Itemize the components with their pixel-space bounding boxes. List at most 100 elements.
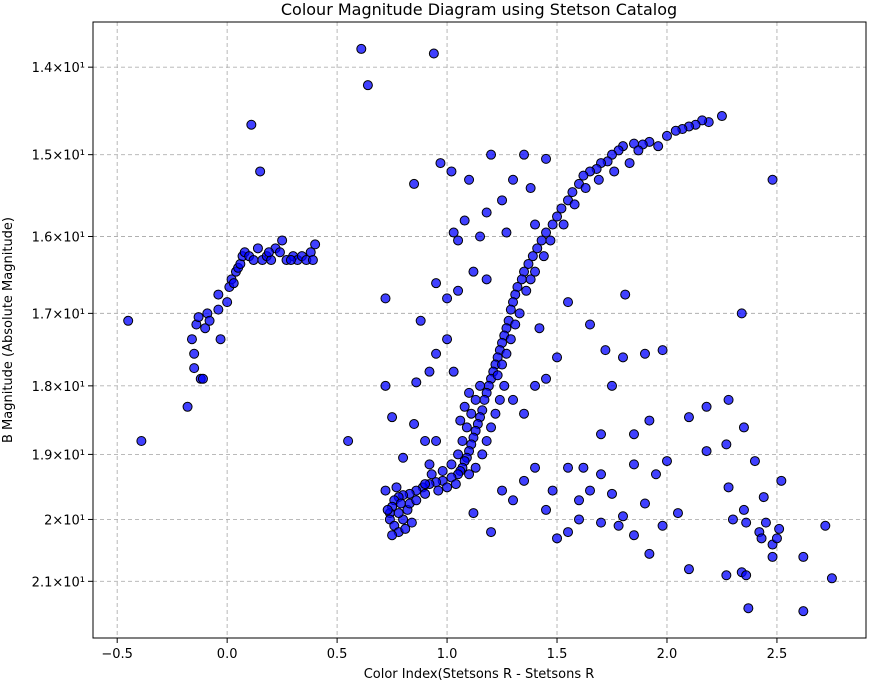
point bbox=[613, 520, 624, 531]
point bbox=[532, 243, 543, 254]
point bbox=[464, 174, 475, 185]
point bbox=[310, 239, 321, 250]
point bbox=[628, 459, 639, 470]
point bbox=[481, 435, 492, 446]
point bbox=[519, 149, 530, 160]
point bbox=[406, 517, 417, 528]
point bbox=[255, 166, 266, 177]
point bbox=[620, 289, 631, 300]
point bbox=[431, 278, 442, 289]
point bbox=[525, 183, 536, 194]
point bbox=[497, 359, 508, 370]
point bbox=[501, 348, 512, 359]
point bbox=[563, 527, 574, 538]
point bbox=[470, 462, 481, 473]
point bbox=[771, 533, 782, 544]
point bbox=[743, 603, 754, 614]
point bbox=[461, 422, 472, 433]
point bbox=[826, 573, 837, 584]
point bbox=[741, 570, 752, 581]
point bbox=[182, 401, 193, 412]
point bbox=[523, 258, 534, 269]
y-tick-label: 1.6×10¹ bbox=[32, 230, 85, 245]
x-tick-label: 0.0 bbox=[217, 647, 238, 662]
point bbox=[501, 227, 512, 238]
point bbox=[514, 308, 525, 319]
point bbox=[521, 285, 532, 296]
point bbox=[628, 530, 639, 541]
point bbox=[455, 415, 466, 426]
point bbox=[609, 166, 620, 177]
point bbox=[411, 495, 422, 506]
point bbox=[382, 504, 393, 515]
point bbox=[738, 504, 749, 515]
point bbox=[541, 227, 552, 238]
point bbox=[541, 153, 552, 164]
point bbox=[758, 492, 769, 503]
point bbox=[409, 419, 420, 430]
point bbox=[552, 352, 563, 363]
point bbox=[475, 231, 486, 242]
point bbox=[798, 606, 809, 617]
point bbox=[661, 130, 672, 141]
point bbox=[558, 219, 569, 230]
point bbox=[701, 401, 712, 412]
point bbox=[228, 278, 239, 289]
plot-frame bbox=[92, 21, 867, 639]
point bbox=[197, 373, 208, 384]
point bbox=[723, 394, 734, 405]
point bbox=[596, 429, 607, 440]
point bbox=[650, 469, 661, 480]
point bbox=[420, 479, 431, 490]
point bbox=[527, 251, 538, 262]
point bbox=[431, 348, 442, 359]
point bbox=[497, 485, 508, 496]
point bbox=[530, 462, 541, 473]
point bbox=[453, 235, 464, 246]
point bbox=[492, 370, 503, 381]
point bbox=[578, 462, 589, 473]
point bbox=[486, 149, 497, 160]
point bbox=[499, 380, 510, 391]
point bbox=[380, 380, 391, 391]
point bbox=[411, 377, 422, 388]
y-tick-label: 1.8×10¹ bbox=[32, 380, 85, 395]
point bbox=[574, 495, 585, 506]
point bbox=[767, 174, 778, 185]
point bbox=[574, 514, 585, 525]
x-tick-label: 2.0 bbox=[657, 647, 678, 662]
point bbox=[701, 446, 712, 457]
point bbox=[723, 482, 734, 493]
point bbox=[547, 485, 558, 496]
x-tick-label: 1.0 bbox=[437, 647, 458, 662]
point bbox=[448, 227, 459, 238]
point bbox=[497, 195, 508, 206]
point bbox=[672, 508, 683, 519]
point bbox=[285, 255, 296, 266]
point bbox=[442, 293, 453, 304]
point bbox=[736, 308, 747, 319]
point bbox=[633, 145, 644, 156]
point bbox=[661, 456, 672, 467]
point bbox=[475, 380, 486, 391]
point bbox=[798, 551, 809, 562]
point bbox=[508, 394, 519, 405]
y-axis-label: B Magnitude (Absolute Magnitude) bbox=[1, 217, 16, 443]
point bbox=[600, 345, 611, 356]
point bbox=[617, 352, 628, 363]
point bbox=[442, 334, 453, 345]
point bbox=[395, 498, 406, 509]
point bbox=[596, 517, 607, 528]
point bbox=[525, 274, 536, 285]
point bbox=[585, 485, 596, 496]
point bbox=[277, 235, 288, 246]
point bbox=[606, 380, 617, 391]
point bbox=[563, 297, 574, 308]
y-tick-label: 2.1×10¹ bbox=[32, 575, 85, 590]
point bbox=[541, 373, 552, 384]
point bbox=[193, 312, 204, 323]
point bbox=[657, 520, 668, 531]
point bbox=[387, 530, 398, 541]
point bbox=[721, 570, 732, 581]
point bbox=[477, 449, 488, 460]
